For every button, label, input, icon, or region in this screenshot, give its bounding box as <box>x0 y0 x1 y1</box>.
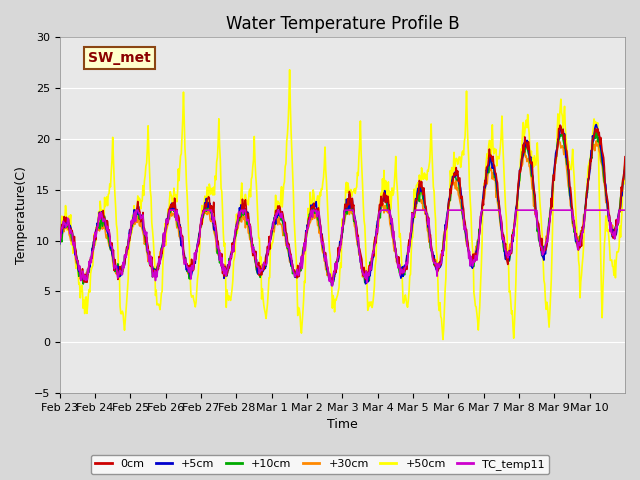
0cm <box>226 258 234 264</box>
0cm <box>254 263 262 269</box>
Line: +30cm: +30cm <box>60 141 625 283</box>
+10cm <box>226 260 234 265</box>
+30cm <box>329 280 337 286</box>
TC_temp11 <box>434 261 442 266</box>
Line: +50cm: +50cm <box>60 70 625 339</box>
TC_temp11 <box>255 264 262 270</box>
TC_temp11 <box>328 283 336 289</box>
+30cm <box>593 138 600 144</box>
+5cm <box>621 166 629 171</box>
TC_temp11 <box>227 253 234 259</box>
+30cm <box>226 259 234 264</box>
+30cm <box>122 252 130 257</box>
TC_temp11 <box>403 259 410 265</box>
+30cm <box>433 262 441 267</box>
Title: Water Temperature Profile B: Water Temperature Profile B <box>225 15 459 33</box>
+5cm <box>275 213 283 218</box>
+50cm <box>56 242 63 248</box>
+5cm <box>254 271 262 276</box>
+10cm <box>275 213 283 219</box>
+30cm <box>56 235 63 241</box>
+10cm <box>56 238 63 244</box>
+30cm <box>621 157 629 163</box>
+50cm <box>122 309 130 315</box>
+50cm <box>621 166 629 172</box>
+50cm <box>439 336 447 342</box>
0cm <box>556 122 564 128</box>
+5cm <box>122 254 130 260</box>
Line: 0cm: 0cm <box>60 125 625 283</box>
+50cm <box>433 253 441 259</box>
0cm <box>56 237 63 242</box>
0cm <box>621 154 629 160</box>
Line: +10cm: +10cm <box>60 130 625 285</box>
0cm <box>275 203 283 209</box>
+50cm <box>254 218 262 224</box>
+5cm <box>56 241 63 247</box>
Text: SW_met: SW_met <box>88 51 150 65</box>
+10cm <box>401 263 409 269</box>
TC_temp11 <box>122 254 130 260</box>
0cm <box>433 265 441 271</box>
TC_temp11 <box>621 207 629 213</box>
X-axis label: Time: Time <box>327 419 358 432</box>
+5cm <box>328 283 335 288</box>
Line: +5cm: +5cm <box>60 125 625 286</box>
0cm <box>122 252 130 257</box>
+10cm <box>621 160 629 166</box>
+10cm <box>122 253 130 259</box>
Line: TC_temp11: TC_temp11 <box>60 210 625 286</box>
+5cm <box>226 258 234 264</box>
+50cm <box>226 296 234 302</box>
+50cm <box>401 292 409 298</box>
+5cm <box>593 122 600 128</box>
TC_temp11 <box>56 240 63 245</box>
+5cm <box>401 266 409 272</box>
TC_temp11 <box>276 213 284 218</box>
+10cm <box>254 271 262 277</box>
+10cm <box>559 127 566 133</box>
+10cm <box>328 282 336 288</box>
Y-axis label: Temperature(C): Temperature(C) <box>15 166 28 264</box>
+30cm <box>275 219 283 225</box>
+50cm <box>286 67 294 72</box>
+30cm <box>254 266 262 272</box>
+50cm <box>275 202 283 207</box>
0cm <box>328 280 335 286</box>
+5cm <box>433 266 441 272</box>
+10cm <box>433 266 441 272</box>
TC_temp11 <box>132 207 140 213</box>
Legend: 0cm, +5cm, +10cm, +30cm, +50cm, TC_temp11: 0cm, +5cm, +10cm, +30cm, +50cm, TC_temp1… <box>90 455 550 474</box>
+30cm <box>401 265 409 271</box>
0cm <box>401 266 409 272</box>
